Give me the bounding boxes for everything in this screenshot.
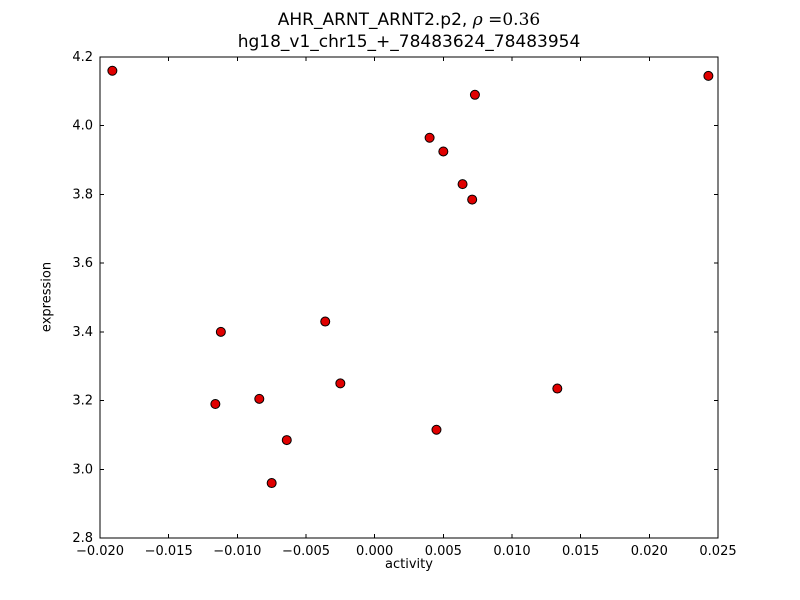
data-point: [210, 399, 221, 410]
data-point: [320, 316, 331, 327]
data-point: [281, 435, 292, 446]
x-tick-label: 0.025: [699, 544, 736, 559]
data-point: [457, 179, 468, 190]
y-tick-label: 3.2: [72, 394, 93, 409]
y-tick-label: 3.6: [72, 256, 93, 271]
x-tick-label: 0.000: [356, 544, 393, 559]
x-tick-label: 0.010: [493, 544, 530, 559]
y-tick-label: 4.0: [72, 119, 93, 134]
data-point: [424, 132, 435, 143]
plot-frame: [99, 56, 719, 539]
y-tick-label: 3.0: [72, 462, 93, 477]
data-point: [107, 65, 118, 76]
x-tick-label: −0.005: [282, 544, 330, 559]
data-point: [254, 393, 265, 404]
y-axis-label: expression: [39, 261, 55, 333]
x-axis-label: activity: [385, 557, 433, 572]
chart-title-line1: AHR_ARNT_ARNT2.p2, ρ =0.36: [100, 10, 718, 30]
rho-value: =0.36: [482, 10, 541, 30]
x-tick-label: 0.020: [631, 544, 668, 559]
chart-title-line2: hg18_v1_chr15_+_78483624_78483954: [237, 32, 581, 52]
data-point: [469, 89, 480, 100]
x-tick-label: −0.015: [145, 544, 193, 559]
y-tick-label: 4.2: [72, 50, 93, 65]
data-point: [467, 194, 478, 205]
x-tick-label: −0.010: [213, 544, 261, 559]
x-tick-label: 0.015: [562, 544, 599, 559]
data-point: [335, 378, 346, 389]
rho-symbol: ρ: [472, 10, 483, 30]
x-tick-label: 0.005: [425, 544, 462, 559]
y-tick-label: 3.8: [72, 187, 93, 202]
data-point: [703, 70, 714, 81]
title-text: AHR_ARNT_ARNT2.p2,: [277, 10, 473, 30]
data-point: [552, 383, 563, 394]
data-point: [431, 424, 442, 435]
y-tick-label: 3.4: [72, 325, 93, 340]
y-tick-label: 2.8: [72, 531, 93, 546]
data-point: [215, 326, 226, 337]
data-point: [266, 478, 277, 489]
data-point: [438, 146, 449, 157]
x-tick-label: −0.020: [76, 544, 124, 559]
